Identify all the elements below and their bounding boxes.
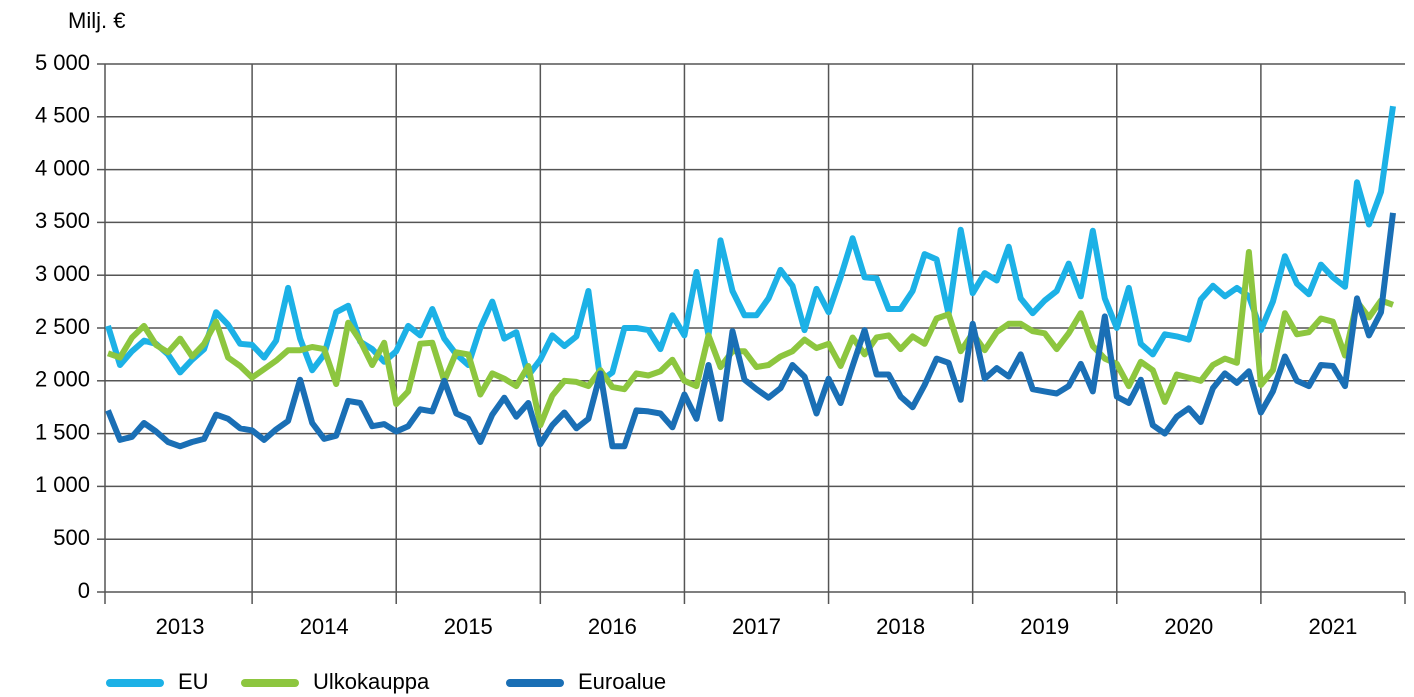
y-axis-label: Milj. € xyxy=(68,8,125,33)
y-tick-label: 2 500 xyxy=(35,314,90,339)
y-tick-label: 1 500 xyxy=(35,419,90,444)
y-tick-label: 500 xyxy=(53,525,90,550)
legend-label: Ulkokauppa xyxy=(313,669,430,694)
y-tick-label: 2 000 xyxy=(35,367,90,392)
y-tick-label: 3 500 xyxy=(35,208,90,233)
x-tick-label: 2017 xyxy=(732,614,781,639)
y-tick-label: 3 000 xyxy=(35,261,90,286)
y-tick-label: 0 xyxy=(78,578,90,603)
legend-label: Euroalue xyxy=(578,669,666,694)
x-tick-label: 2016 xyxy=(588,614,637,639)
y-tick-label: 4 000 xyxy=(35,155,90,180)
x-tick-label: 2018 xyxy=(876,614,925,639)
x-tick-label: 2014 xyxy=(300,614,349,639)
y-tick-label: 5 000 xyxy=(35,50,90,75)
series-line xyxy=(105,105,1396,384)
y-tick-label: 4 500 xyxy=(35,103,90,128)
series-line xyxy=(106,249,1395,429)
x-tick-label: 2020 xyxy=(1164,614,1213,639)
x-tick-label: 2019 xyxy=(1020,614,1069,639)
x-tick-label: 2021 xyxy=(1308,614,1357,639)
series-line xyxy=(105,212,1396,450)
x-tick-label: 2015 xyxy=(444,614,493,639)
legend-label: EU xyxy=(178,669,209,694)
y-tick-label: 1 000 xyxy=(35,472,90,497)
x-tick-label: 2013 xyxy=(156,614,205,639)
